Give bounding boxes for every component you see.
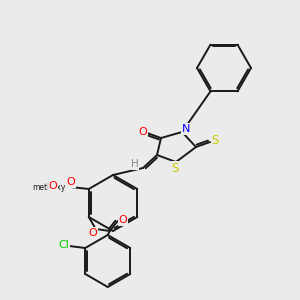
Text: Cl: Cl <box>59 240 70 250</box>
Text: O: O <box>48 181 57 191</box>
Text: N: N <box>182 124 190 134</box>
Text: methoxy: methoxy <box>32 182 65 191</box>
Text: S: S <box>171 161 179 175</box>
Text: S: S <box>211 134 219 148</box>
Text: O: O <box>66 177 75 187</box>
Text: H: H <box>131 159 139 169</box>
Text: O: O <box>88 228 97 238</box>
Text: O: O <box>139 127 147 137</box>
Text: O: O <box>118 215 127 225</box>
